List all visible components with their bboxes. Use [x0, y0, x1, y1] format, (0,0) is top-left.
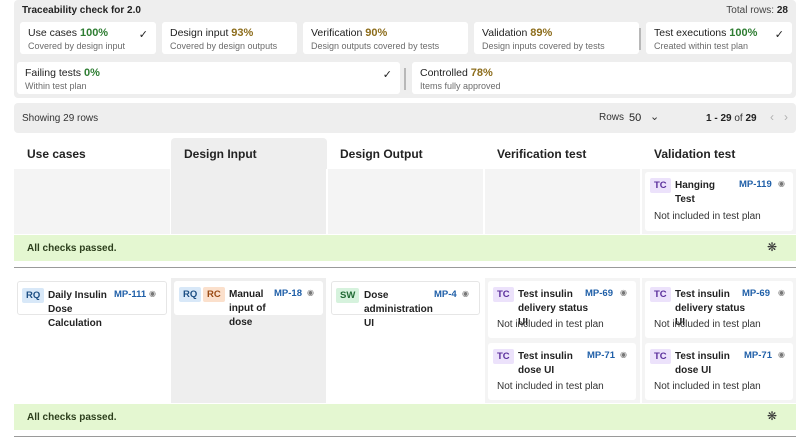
verification-test-item[interactable]: TC Test insulin delivery status UI MP-69… — [488, 281, 636, 338]
card-controlled[interactable]: Controlled 78% Items fully approved — [412, 62, 792, 94]
column-header-validation-test[interactable]: Validation test — [654, 147, 736, 161]
test-plan-note: Not included in test plan — [654, 381, 761, 392]
validation-test-item[interactable]: TC Test insulin delivery status UI MP-69… — [645, 281, 793, 338]
settings-gear-icon[interactable]: ❋ — [766, 240, 777, 254]
cell-use-cases — [14, 169, 170, 234]
eye-icon[interactable]: ◉ — [778, 350, 785, 359]
column-header-verification-test[interactable]: Verification test — [497, 147, 587, 161]
card-design-input[interactable]: Design input 93% Covered by design outpu… — [162, 22, 297, 54]
check-icon: ✓ — [382, 69, 392, 81]
card-test-executions[interactable]: Test executions 100% Created within test… — [646, 22, 792, 54]
test-case-tag: TC — [493, 349, 514, 364]
card-validation[interactable]: Validation 89% Design inputs covered by … — [474, 22, 639, 54]
checks-status-text: All checks passed. — [27, 243, 117, 254]
design-output-item[interactable]: SW Dose administration UI MP-4 ◉ — [331, 281, 480, 329]
item-title[interactable]: Dose administration UI — [364, 290, 433, 329]
item-code-link[interactable]: MP-18 — [274, 288, 302, 299]
item-title[interactable]: Hanging Test — [675, 180, 715, 205]
software-tag: SW — [336, 288, 360, 303]
pagination-range: 1 - 29 of 29 — [706, 113, 757, 124]
checks-status-text: All checks passed. — [27, 412, 117, 423]
cell-verification-test — [485, 169, 640, 234]
item-title[interactable]: Test insulin delivery status UI — [675, 289, 746, 328]
eye-icon[interactable]: ◉ — [778, 288, 785, 297]
item-title[interactable]: Manual input of dose — [229, 289, 266, 328]
column-header-design-output[interactable]: Design Output — [340, 147, 423, 161]
cell-design-input — [171, 169, 326, 234]
item-code-link[interactable]: MP-111 — [114, 289, 147, 300]
requirement-tag: RQ — [22, 288, 45, 303]
card-use-cases[interactable]: Use cases 100% Covered by design input ✓ — [20, 22, 156, 54]
verification-test-item[interactable]: TC Test insulin dose UI MP-71 ◉ Not incl… — [488, 343, 636, 400]
use-case-item[interactable]: RQ Daily Insulin Dose Calculation MP-111… — [17, 281, 167, 329]
divider — [404, 68, 406, 90]
check-icon: ✓ — [774, 29, 784, 41]
next-page-icon[interactable]: › — [784, 110, 788, 124]
cell-design-output — [328, 169, 483, 234]
checks-status-bar: All checks passed. ❋ — [14, 404, 796, 430]
item-code-link[interactable]: MP-69 — [742, 288, 770, 299]
item-code-link[interactable]: MP-69 — [585, 288, 613, 299]
divider — [639, 28, 641, 50]
previous-page-icon[interactable]: ‹ — [770, 110, 774, 124]
item-code-link[interactable]: MP-71 — [587, 350, 615, 361]
eye-icon[interactable]: ◉ — [620, 288, 627, 297]
checks-status-bar: All checks passed. ❋ — [14, 235, 796, 261]
test-plan-note: Not included in test plan — [654, 211, 761, 222]
item-title[interactable]: Test insulin dose UI — [675, 351, 730, 376]
test-case-tag: TC — [493, 287, 514, 302]
settings-gear-icon[interactable]: ❋ — [766, 409, 777, 423]
row-count-label: Showing 29 rows — [22, 113, 99, 124]
rows-per-page-label: Rows — [599, 112, 625, 123]
card-failing-tests[interactable]: Failing tests 0% Within test plan ✓ — [17, 62, 400, 94]
item-title[interactable]: Daily Insulin Dose Calculation — [48, 290, 107, 329]
item-title[interactable]: Test insulin dose UI — [518, 351, 573, 376]
summary-title: Traceability check for 2.0 — [22, 5, 141, 16]
column-header-use-cases[interactable]: Use cases — [27, 147, 86, 161]
design-input-item[interactable]: RQ RC Manual input of dose MP-18 ◉ — [174, 281, 323, 328]
traceability-summary: Traceability check for 2.0 Total rows: 2… — [14, 0, 796, 98]
risk-control-tag: RC — [203, 287, 225, 302]
total-rows: Total rows: 28 — [726, 5, 788, 16]
requirement-tag: RQ — [179, 287, 202, 302]
test-case-tag: TC — [650, 178, 671, 193]
table-toolbar: Showing 29 rows Rows 50 ⌄ 1 - 29 of 29 ‹… — [14, 103, 796, 133]
test-case-tag: TC — [650, 349, 671, 364]
item-code-link[interactable]: MP-4 — [434, 289, 457, 300]
group-divider — [14, 267, 796, 268]
test-plan-note: Not included in test plan — [654, 319, 761, 330]
item-code-link[interactable]: MP-71 — [744, 350, 772, 361]
item-title[interactable]: Test insulin delivery status UI — [518, 289, 589, 328]
validation-test-item[interactable]: TC Test insulin dose UI MP-71 ◉ Not incl… — [645, 343, 793, 400]
eye-icon[interactable]: ◉ — [778, 179, 785, 188]
test-case-tag: TC — [650, 287, 671, 302]
test-plan-note: Not included in test plan — [497, 381, 604, 392]
eye-icon[interactable]: ◉ — [620, 350, 627, 359]
test-plan-note: Not included in test plan — [497, 319, 604, 330]
validation-test-item[interactable]: TC Hanging Test MP-119 ◉ Not included in… — [645, 172, 793, 231]
chevron-down-icon[interactable]: ⌄ — [650, 111, 660, 123]
rows-per-page-select[interactable]: 50 — [629, 112, 642, 124]
eye-icon[interactable]: ◉ — [307, 288, 314, 297]
eye-icon[interactable]: ◉ — [149, 289, 156, 298]
card-verification[interactable]: Verification 90% Design outputs covered … — [303, 22, 468, 54]
eye-icon[interactable]: ◉ — [462, 289, 469, 298]
check-icon: ✓ — [138, 29, 148, 41]
column-header-design-input[interactable]: Design Input — [171, 138, 327, 169]
item-code-link[interactable]: MP-119 — [739, 179, 772, 190]
group-divider — [14, 436, 796, 437]
